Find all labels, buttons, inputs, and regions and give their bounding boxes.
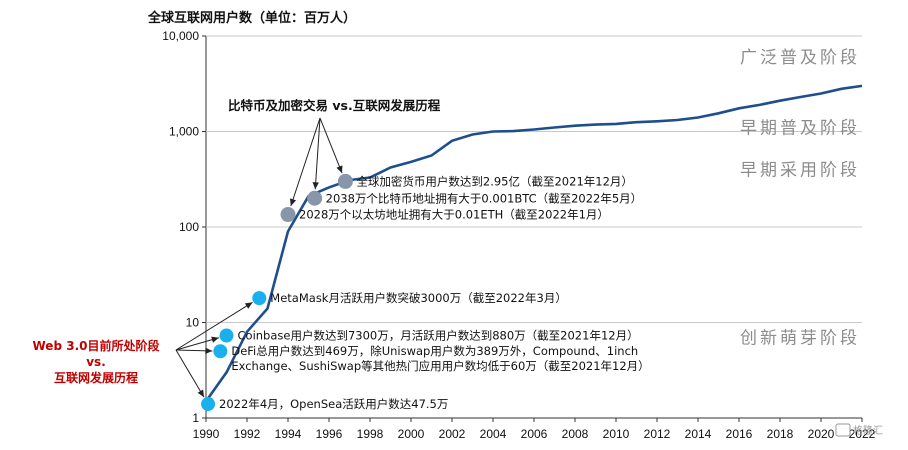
y-tick-label: 10 (186, 316, 200, 330)
web3-point-label: DeFi总用户数达到469万，除Uniswap用户数为389万外，Compoun… (231, 344, 638, 358)
x-tick-label: 1994 (275, 427, 302, 441)
x-tick-label: 2012 (644, 427, 671, 441)
stage-label: 早期普及阶段 (740, 119, 860, 139)
web3-arrow (175, 337, 219, 351)
x-tick-label: 2018 (767, 427, 794, 441)
x-tick-label: 2000 (398, 427, 425, 441)
x-tick-label: 1998 (357, 427, 384, 441)
stage-label: 创新萌芽阶段 (740, 328, 860, 348)
y-tick-label: 1 (192, 411, 199, 425)
stage-label: 早期采用阶段 (740, 161, 860, 181)
web3-point (219, 328, 234, 343)
web3-markers: Web 3.0目前所处阶段 vs.互联网发展历程 2022年4月，OpenSea活跃… (33, 291, 650, 412)
x-tick-label: 1992 (234, 427, 261, 441)
crypto-point (337, 173, 353, 189)
web3-arrow-head (244, 302, 253, 309)
x-tick-label: 2006 (521, 427, 548, 441)
stage-label: 广泛普及阶段 (740, 48, 860, 68)
x-tick-label: 2004 (480, 427, 507, 441)
web3-arrow-head (205, 347, 213, 355)
x-tick-label: 2010 (603, 427, 630, 441)
watermark: 格隆汇 (835, 423, 883, 437)
x-axis: 1990 1992 1994 1996 1998 2000 2002 2004 2006 2008… (193, 417, 876, 441)
web3-point-label: MetaMask月活跃用户数突破3000万（截至2022年3月） (270, 291, 567, 305)
crypto-arrow (290, 117, 321, 207)
crypto-point (280, 207, 296, 223)
web3-point (201, 397, 216, 412)
web3-arrow (175, 349, 205, 398)
crypto-point (307, 190, 323, 206)
y-tick-label: 10,000 (162, 29, 199, 43)
x-tick-label: 2016 (726, 427, 753, 441)
crypto-arrow (319, 117, 343, 174)
crypto-point-label: 2028万个以太坊地址拥有大于0.01ETH（截至2022年1月） (299, 208, 609, 222)
web3-arrow (175, 301, 253, 351)
web3-point (252, 291, 267, 306)
x-tick-label: 2002 (439, 427, 466, 441)
web3-point-label: Exchange、SushiSwap等其他热门应用用户数均低于60万（截至202… (231, 359, 649, 373)
x-tick-label: 2020 (808, 427, 835, 441)
watermark-text: 格隆汇 (853, 424, 883, 437)
web3-point-label: 2022年4月，OpenSea活跃用户数达47.5万 (219, 397, 448, 411)
chart-title: 全球互联网用户数（单位：百万人） (147, 10, 356, 26)
web3-point-label: Coinbase用户数达到7300万，月活跃用户数达到880万（截至2021年1… (238, 329, 639, 343)
x-tick-label: 1990 (193, 427, 220, 441)
crypto-point-label: 2038万个比特币地址拥有大于0.001BTC（截至2022年5月） (326, 191, 643, 205)
crypto-arrow-head (312, 182, 319, 190)
web3-heading-line: 互联网发展历程 (54, 370, 138, 385)
web3-arrow-head (211, 336, 219, 343)
x-tick-label: 2022 (849, 427, 876, 441)
crypto-point-label: 全球加密货币用户数达到2.95亿（截至2021年12月） (356, 174, 633, 188)
watermark-icon (835, 423, 851, 437)
y-tick-label: 100 (179, 220, 199, 234)
crypto-heading: 比特币及加密交易 vs.互联网发展历程 (228, 98, 441, 113)
crypto-arrow-head (336, 165, 343, 174)
crypto-arrow (314, 117, 321, 190)
web3-heading-line: Web 3.0目前所处阶段 (33, 338, 161, 353)
web3-arrow-head (197, 389, 204, 398)
web3-point (213, 344, 228, 359)
x-tick-label: 2008 (562, 427, 589, 441)
x-tick-label: 2014 (685, 427, 712, 441)
crypto-markers: 比特币及加密交易 vs.互联网发展历程 2028万个以太坊地址拥有大于0.01ET… (228, 98, 643, 223)
x-tick-label: 1996 (316, 427, 343, 441)
web3-heading-line: vs. (86, 355, 106, 369)
crypto-arrow-head (289, 198, 297, 207)
y-tick-label: 1,000 (169, 125, 199, 139)
